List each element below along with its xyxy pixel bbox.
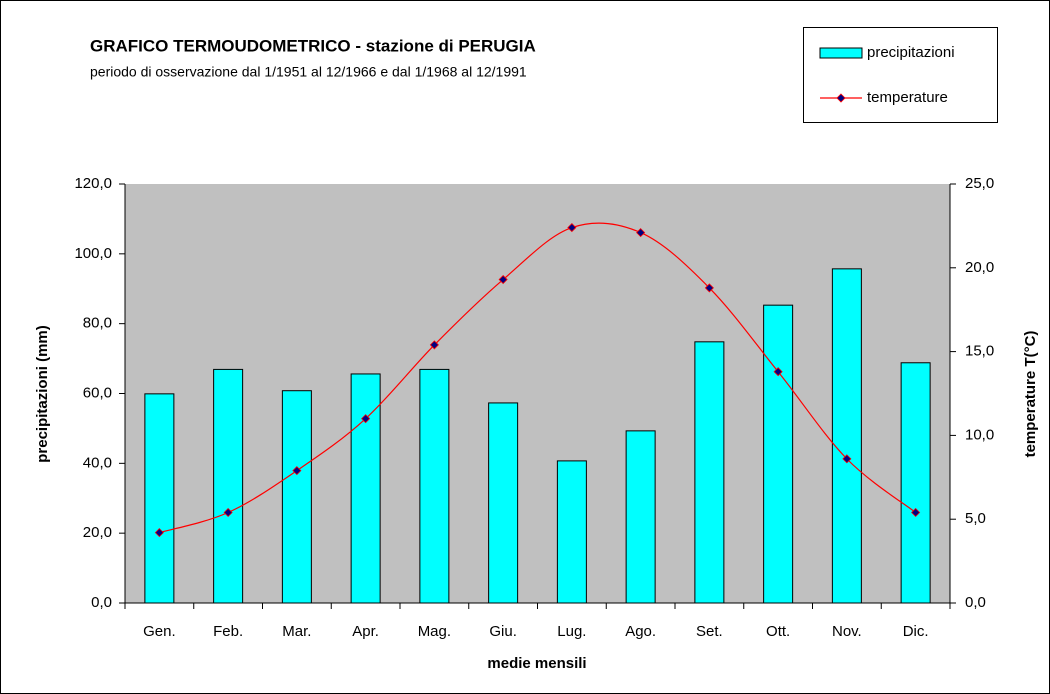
y2-axis-label: temperature T(°C): [1022, 331, 1039, 458]
y2-tick-label: 25,0: [965, 175, 994, 192]
bar: [694, 341, 725, 604]
marker: [636, 228, 646, 238]
bar: [419, 368, 450, 604]
bar: [350, 373, 381, 604]
legend-label: temperature: [867, 89, 948, 106]
x-tick-label: Lug.: [557, 623, 586, 640]
chart-title: GRAFICO TERMOUDOMETRICO - stazione di PE…: [90, 36, 536, 55]
marker: [842, 454, 852, 464]
marker: [223, 507, 233, 518]
x-tick-label: Set.: [696, 623, 723, 640]
x-tick-label: Mar.: [282, 623, 311, 640]
marker: [911, 507, 921, 518]
x-tick-label: Feb.: [213, 623, 243, 640]
y2-tick-label: 10,0: [965, 426, 994, 443]
x-tick-label: Gen.: [143, 623, 176, 640]
bar: [625, 430, 656, 604]
x-tick-label: Dic.: [903, 623, 929, 640]
x-tick-label: Ott.: [766, 623, 790, 640]
y-tick-label: 80,0: [83, 315, 112, 332]
x-tick-label: Mag.: [418, 623, 451, 640]
marker: [361, 414, 371, 424]
x-tick-label: Ago.: [625, 623, 656, 640]
y2-tick-label: 5,0: [965, 510, 986, 527]
marker: [567, 223, 577, 233]
marker: [154, 528, 164, 538]
bar: [900, 362, 931, 604]
y-tick-label: 100,0: [74, 245, 112, 262]
chart-subtitle: periodo di osservazione dal 1/1951 al 12…: [90, 64, 527, 80]
bar: [831, 268, 862, 604]
y-tick-label: 20,0: [83, 524, 112, 541]
y2-tick-label: 0,0: [965, 594, 986, 611]
bar: [763, 304, 794, 604]
bar: [488, 402, 519, 604]
legend-marker: [836, 93, 846, 103]
x-tick-label: Nov.: [832, 623, 862, 640]
marker: [292, 466, 302, 476]
y-axis-label: precipitazioni (mm): [34, 325, 51, 463]
y-tick-label: 0,0: [91, 594, 112, 611]
marker: [773, 367, 783, 377]
y-tick-label: 60,0: [83, 384, 112, 401]
x-tick-label: Apr.: [352, 623, 379, 640]
y2-tick-label: 20,0: [965, 259, 994, 276]
y-tick-label: 40,0: [83, 454, 112, 471]
bar: [556, 460, 587, 604]
bar: [144, 393, 175, 604]
legend: [803, 27, 998, 123]
bar: [281, 390, 312, 604]
y2-tick-label: 15,0: [965, 343, 994, 360]
bar: [213, 368, 244, 604]
legend-label: precipitazioni: [867, 44, 955, 61]
plot-area: [125, 184, 950, 603]
marker: [498, 274, 508, 285]
x-axis-label: medie mensili: [487, 655, 586, 672]
x-tick-label: Giu.: [489, 623, 517, 640]
legend-swatch: [819, 47, 863, 59]
marker: [429, 340, 439, 350]
y-tick-label: 120,0: [74, 175, 112, 192]
marker: [704, 283, 714, 293]
